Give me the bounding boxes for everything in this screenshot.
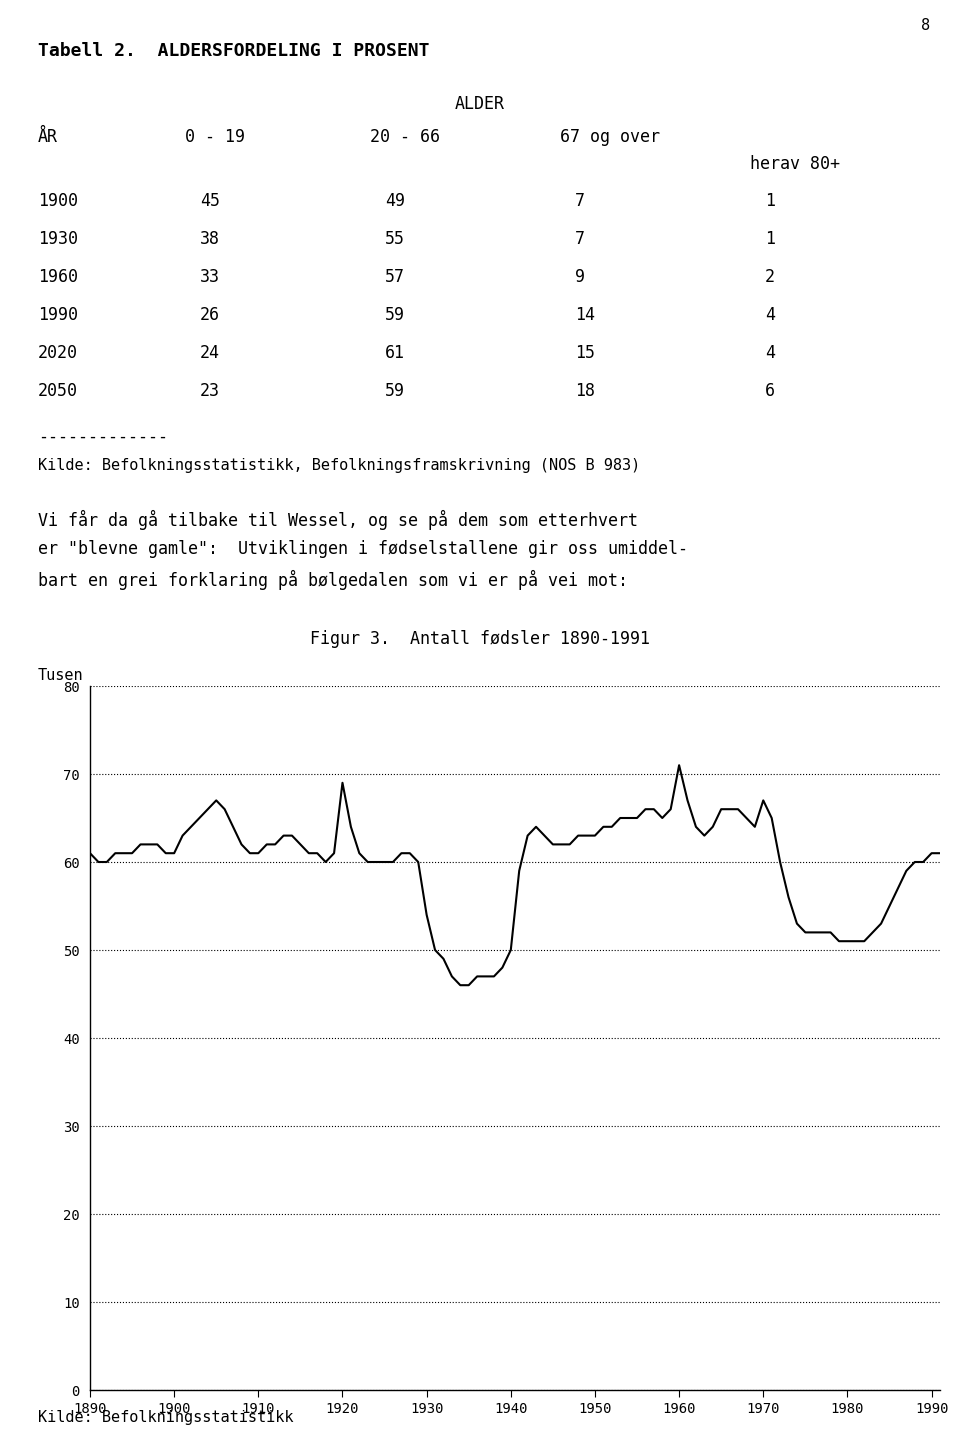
Text: 15: 15 xyxy=(575,344,595,362)
Text: 2050: 2050 xyxy=(38,381,78,400)
Text: ALDER: ALDER xyxy=(455,96,505,113)
Text: -------------: ------------- xyxy=(38,428,168,447)
Text: 1960: 1960 xyxy=(38,268,78,286)
Text: 7: 7 xyxy=(575,231,585,248)
Text: Kilde: Befolkningsstatistikk, Befolkningsframskrivning (NOS B 983): Kilde: Befolkningsstatistikk, Befolkning… xyxy=(38,458,640,473)
Text: 59: 59 xyxy=(385,381,405,400)
Text: 2020: 2020 xyxy=(38,344,78,362)
Text: 18: 18 xyxy=(575,381,595,400)
Text: 24: 24 xyxy=(200,344,220,362)
Text: 57: 57 xyxy=(385,268,405,286)
Text: 61: 61 xyxy=(385,344,405,362)
Text: 49: 49 xyxy=(385,191,405,210)
Text: 9: 9 xyxy=(575,268,585,286)
Text: 1990: 1990 xyxy=(38,306,78,323)
Text: 1930: 1930 xyxy=(38,231,78,248)
Text: 0 - 19: 0 - 19 xyxy=(185,128,245,146)
Text: 20 - 66: 20 - 66 xyxy=(370,128,440,146)
Text: 4: 4 xyxy=(765,344,775,362)
Text: 1: 1 xyxy=(765,191,775,210)
Text: 33: 33 xyxy=(200,268,220,286)
Text: Tabell 2.  ALDERSFORDELING I PROSENT: Tabell 2. ALDERSFORDELING I PROSENT xyxy=(38,42,429,59)
Text: Kilde: Befolkningsstatistikk: Kilde: Befolkningsstatistikk xyxy=(38,1409,294,1425)
Text: 4: 4 xyxy=(765,306,775,323)
Text: 1900: 1900 xyxy=(38,191,78,210)
Text: 7: 7 xyxy=(575,191,585,210)
Text: Tusen: Tusen xyxy=(38,668,84,683)
Text: er "blevne gamle":  Utviklingen i fødselstallene gir oss umiddel-: er "blevne gamle": Utviklingen i fødsels… xyxy=(38,539,688,558)
Text: 67 og over: 67 og over xyxy=(560,128,660,146)
Text: ÅR: ÅR xyxy=(38,128,58,146)
Text: 55: 55 xyxy=(385,231,405,248)
Text: 8: 8 xyxy=(921,17,930,33)
Text: Vi får da gå tilbake til Wessel, og se på dem som etterhvert: Vi får da gå tilbake til Wessel, og se p… xyxy=(38,510,638,531)
Text: 26: 26 xyxy=(200,306,220,323)
Text: bart en grei forklaring på bølgedalen som vi er på vei mot:: bart en grei forklaring på bølgedalen so… xyxy=(38,570,628,590)
Text: 6: 6 xyxy=(765,381,775,400)
Text: 1: 1 xyxy=(765,231,775,248)
Text: herav 80+: herav 80+ xyxy=(750,155,840,173)
Text: 38: 38 xyxy=(200,231,220,248)
Text: 59: 59 xyxy=(385,306,405,323)
Text: 45: 45 xyxy=(200,191,220,210)
Text: 14: 14 xyxy=(575,306,595,323)
Text: Figur 3.  Antall fødsler 1890-1991: Figur 3. Antall fødsler 1890-1991 xyxy=(310,629,650,648)
Text: 23: 23 xyxy=(200,381,220,400)
Text: 2: 2 xyxy=(765,268,775,286)
